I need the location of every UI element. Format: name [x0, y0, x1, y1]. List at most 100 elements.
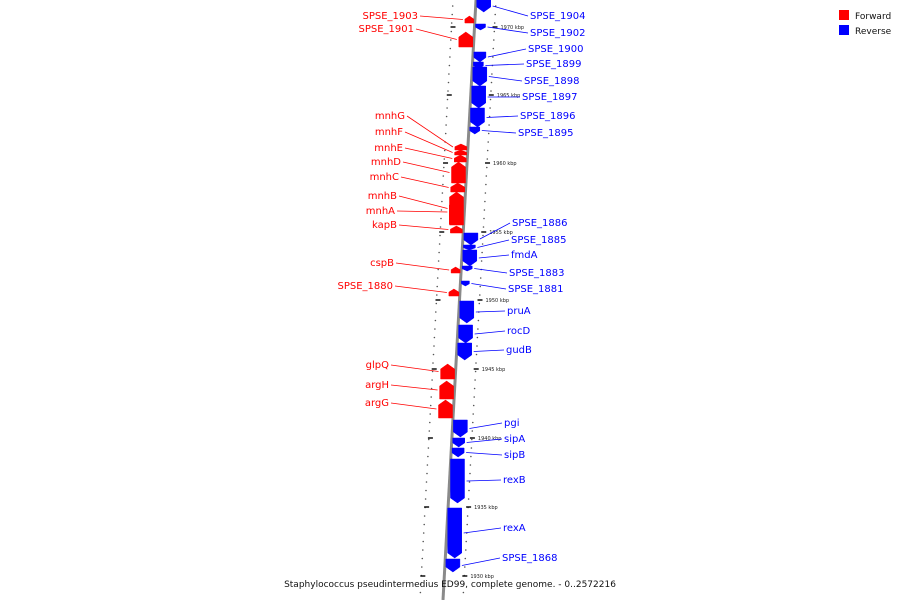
guide-dot [445, 124, 447, 126]
tick-label: 1960 kbp [493, 161, 517, 167]
label-leader [473, 349, 505, 352]
gene-feature-sipA[interactable] [452, 437, 465, 448]
gene-feature-SPSE_1883[interactable] [461, 265, 473, 272]
guide-dot [472, 413, 475, 415]
guide-dot [475, 362, 477, 364]
gene-feature-mnhE[interactable] [454, 154, 467, 163]
gene-label-SPSE_1901: SPSE_1901 [359, 24, 415, 35]
label-leader [486, 115, 519, 118]
guide-dot [448, 64, 451, 67]
gene-label-SPSE_1904: SPSE_1904 [530, 11, 586, 22]
guide-dot [426, 464, 429, 466]
label-leader [471, 283, 507, 290]
gene-feature-gudB[interactable] [457, 342, 472, 361]
legend-swatch-reverse [839, 25, 849, 35]
gene-feature-mnhA[interactable] [449, 199, 464, 225]
gene-label-rexB: rexB [503, 475, 526, 486]
guide-dot [436, 285, 439, 288]
gene-feature-SPSE_1880[interactable] [448, 288, 460, 297]
gene-label-SPSE_1883: SPSE_1883 [509, 268, 565, 279]
guide-dot [462, 591, 465, 594]
gene-feature-SPSE_1897[interactable] [471, 85, 486, 109]
gene-feature-cspB[interactable] [450, 266, 461, 274]
guide-dot [449, 47, 452, 50]
gene-feature-mnhD[interactable] [451, 161, 466, 184]
gene-label-SPSE_1898: SPSE_1898 [524, 76, 580, 87]
guide-dot [446, 107, 448, 109]
guide-dot [491, 73, 493, 75]
gene-label-mnhA: mnhA [366, 206, 395, 217]
guide-dot [429, 421, 431, 424]
label-leader [398, 224, 449, 230]
guide-dot [474, 379, 476, 381]
gene-label-cspB: cspB [370, 258, 394, 269]
guide-dot [430, 387, 433, 390]
guide-dot [492, 56, 494, 58]
guide-dot [468, 489, 470, 492]
gene-feature-mnhC[interactable] [450, 182, 465, 193]
gene-feature-pgi[interactable] [453, 419, 468, 438]
guide-dot [427, 455, 429, 458]
gene-feature-SPSE_1903[interactable] [464, 15, 475, 24]
guide-dot [434, 328, 436, 330]
gene-label-kapB: kapB [372, 220, 397, 231]
gene-feature-SPSE_1886[interactable] [463, 232, 479, 246]
label-leader [481, 130, 517, 134]
guide-dot [435, 302, 438, 305]
guide-dot [441, 200, 443, 203]
gene-feature-SPSE_1901[interactable] [458, 31, 474, 48]
gene-feature-SPSE_1881[interactable] [461, 280, 470, 287]
gene-feature-SPSE_1902[interactable] [475, 23, 486, 31]
gene-feature-kapB[interactable] [450, 225, 463, 234]
guide-dot [444, 132, 447, 135]
label-leader [475, 310, 506, 313]
tick-label: 1930 kbp [470, 574, 494, 580]
guide-dot [422, 540, 425, 543]
tick-label: 1950 kbp [486, 298, 510, 304]
gene-feature-fmdA[interactable] [462, 249, 478, 267]
guide-dot [487, 132, 490, 135]
gene-feature-SPSE_1868[interactable] [445, 558, 461, 573]
gene-feature-rexA[interactable] [447, 507, 462, 559]
gene-feature-glpQ[interactable] [440, 363, 455, 380]
guide-dot [482, 234, 484, 237]
guide-dot [469, 472, 471, 475]
gene-feature-SPSE_1895[interactable] [469, 126, 481, 135]
guide-dot [482, 226, 485, 228]
gene-feature-mnhF[interactable] [454, 149, 467, 156]
gene-label-pruA: pruA [507, 306, 531, 317]
gene-label-SPSE_1903: SPSE_1903 [363, 11, 419, 22]
label-leader [477, 239, 510, 248]
gene-label-mnhG: mnhG [375, 111, 405, 122]
guide-dot [463, 583, 465, 585]
gene-feature-mnhG[interactable] [454, 143, 468, 151]
guide-dot [473, 396, 476, 398]
label-leader [466, 438, 503, 443]
guide-dot [472, 421, 474, 424]
gene-feature-sipB[interactable] [451, 447, 465, 458]
label-leader [395, 262, 450, 271]
gene-feature-SPSE_1898[interactable] [472, 66, 488, 87]
gene-feature-argG[interactable] [438, 399, 453, 419]
gene-label-glpQ: glpQ [366, 360, 389, 371]
gene-feature-argH[interactable] [439, 380, 454, 400]
gene-feature-pruA[interactable] [459, 300, 475, 324]
label-leader [466, 452, 503, 456]
tick-label: 1965 kbp [497, 93, 521, 99]
guide-dot [473, 387, 476, 390]
gene-feature-SPSE_1896[interactable] [470, 107, 485, 128]
label-leader [463, 527, 502, 534]
gene-feature-SPSE_1885[interactable] [463, 244, 476, 251]
label-leader [474, 268, 508, 274]
guide-dot [479, 285, 482, 288]
guide-dot [467, 498, 470, 500]
gene-feature-SPSE_1900[interactable] [473, 51, 487, 63]
gene-label-sipA: sipA [504, 434, 525, 445]
gene-feature-rexB[interactable] [450, 458, 465, 504]
gene-label-SPSE_1886: SPSE_1886 [512, 218, 568, 229]
gene-feature-rocD[interactable] [458, 324, 473, 344]
guide-dot [493, 39, 495, 41]
guide-dot [479, 277, 482, 279]
gene-feature-SPSE_1904[interactable] [476, 0, 491, 13]
label-leader [461, 557, 501, 566]
